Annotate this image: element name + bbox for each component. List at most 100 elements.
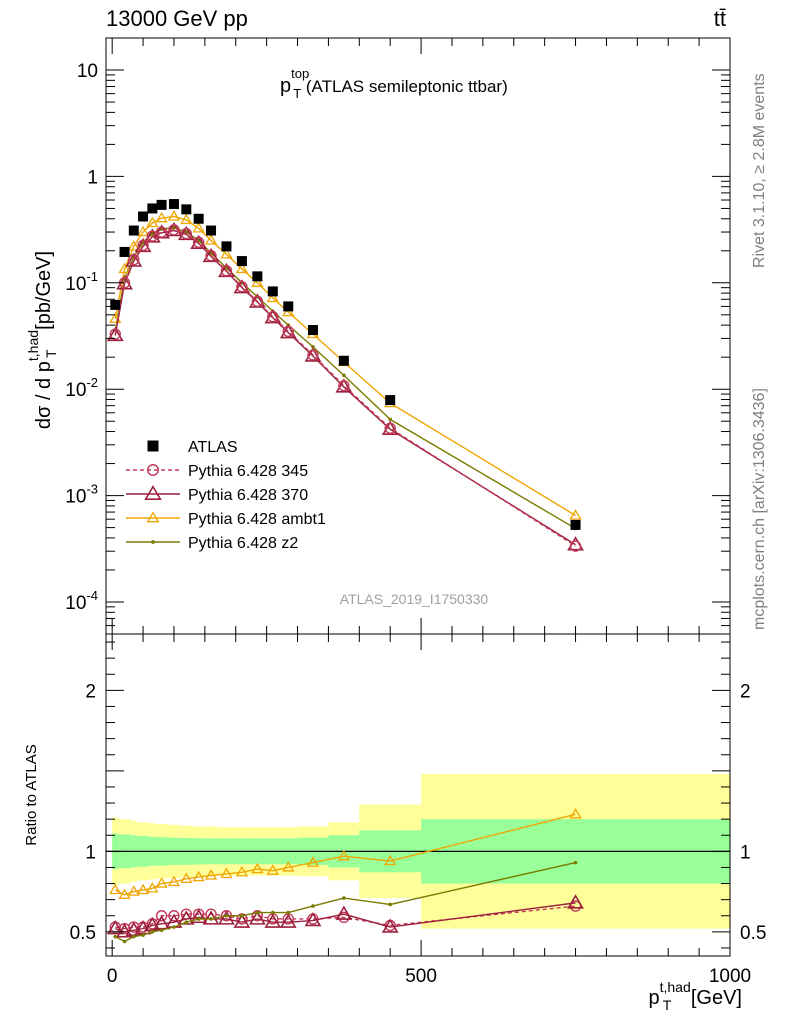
- data-marker-circle: [109, 328, 121, 340]
- legend-entry: ATLAS: [147, 439, 238, 456]
- data-marker-small-triangle: [266, 864, 279, 875]
- process-label: tt̄: [714, 6, 726, 31]
- data-marker-triangle: [116, 923, 133, 938]
- data-marker-circle: [146, 230, 159, 242]
- data-marker-triangle: [279, 324, 297, 339]
- series-pythia-6-428-z2: [113, 225, 578, 531]
- data-marker-square: [168, 199, 179, 210]
- main-y-axis-label: dσ / d pt,had T [pb/GeV]: [25, 251, 59, 429]
- legend-label: Pythia 6.428 ambt1: [188, 511, 326, 528]
- data-marker-small-triangle: [109, 883, 122, 895]
- data-marker-triangle: [567, 894, 584, 909]
- data-marker-dot: [573, 860, 578, 865]
- data-marker-dot: [132, 934, 136, 939]
- data-marker-circle: [569, 540, 582, 552]
- data-marker-small-triangle: [155, 211, 168, 223]
- data-marker-triangle: [177, 225, 195, 241]
- data-marker-dot: [151, 540, 155, 544]
- data-marker-circle: [220, 264, 233, 277]
- data-marker-dot: [196, 917, 201, 921]
- data-marker-dot: [159, 928, 164, 933]
- data-marker-small-triangle: [167, 875, 181, 887]
- x-axis-label: pt,had T [GeV]: [648, 979, 742, 1013]
- data-marker-square: [110, 299, 121, 310]
- legend-entry: Pythia 6.428 345: [126, 463, 308, 480]
- data-marker-dot: [172, 225, 176, 230]
- ratio-y-tick-label-right: 1: [740, 842, 751, 863]
- x-tick-label: 1000: [709, 966, 751, 987]
- data-marker-square: [307, 325, 318, 336]
- ratio-y-tick-label: 0.5: [70, 923, 96, 944]
- x-tick-label: 500: [405, 966, 437, 987]
- data-marker-dot: [224, 913, 229, 918]
- data-marker-triangle: [144, 485, 162, 500]
- ratio-line: [115, 905, 576, 930]
- data-marker-small-triangle: [251, 862, 264, 874]
- y-tick-label: 1: [87, 167, 98, 188]
- main-panel: 10-4 10-3 10-2 10-1 1 10 ptop T (ATLAS semilep…: [25, 37, 731, 635]
- data-marker-dot: [122, 939, 127, 944]
- ratio-y-tick-label: 1: [85, 842, 96, 863]
- data-marker-triangle: [264, 309, 282, 324]
- data-marker-circle: [307, 349, 319, 361]
- data-marker-small-triangle: [155, 877, 168, 888]
- data-marker-small-triangle: [146, 511, 160, 523]
- data-marker-triangle: [190, 908, 208, 924]
- data-marker-square: [147, 440, 159, 452]
- data-marker-triangle: [279, 913, 297, 928]
- series-pythia-6-428-345: [109, 224, 582, 552]
- data-marker-circle: [569, 900, 582, 912]
- data-marker-small-triangle: [569, 509, 582, 520]
- data-marker-triangle: [335, 378, 353, 393]
- data-marker-small-triangle: [167, 210, 181, 221]
- data-marker-square: [119, 246, 130, 257]
- x-tick-label: 0: [107, 966, 118, 987]
- data-marker-circle: [236, 280, 248, 293]
- data-marker-triangle: [233, 279, 251, 294]
- data-marker-square: [338, 355, 349, 366]
- main-ticks: 10-4 10-3 10-2 10-1 1 10: [65, 37, 731, 635]
- ratio-y-tick-label: 2: [85, 681, 96, 702]
- data-marker-triangle: [304, 347, 322, 362]
- data-marker-triangle: [381, 420, 399, 435]
- legend-label: Pythia 6.428 z2: [188, 535, 298, 552]
- data-marker-dot: [311, 904, 315, 908]
- data-marker-small-triangle: [569, 808, 582, 819]
- legend-entry: Pythia 6.428 z2: [126, 535, 298, 552]
- data-marker-triangle: [233, 913, 251, 928]
- y-tick-label: 10: [77, 61, 98, 82]
- data-marker-triangle: [381, 918, 399, 933]
- data-marker-dot: [286, 910, 291, 915]
- data-marker-circle: [168, 910, 180, 922]
- ratio-frame: [105, 633, 731, 957]
- data-marker-circle: [384, 422, 396, 434]
- data-marker-square: [147, 203, 158, 214]
- data-marker-triangle: [248, 910, 266, 925]
- data-marker-small-triangle: [146, 216, 159, 228]
- main-marks: [106, 199, 584, 552]
- data-marker-small-triangle: [235, 865, 249, 877]
- data-marker-triangle: [125, 252, 143, 267]
- data-marker-triangle: [335, 905, 353, 920]
- ratio-marks: [106, 808, 584, 944]
- data-marker-small-triangle: [136, 225, 150, 237]
- ratio-panel: 0 500 1000 0.5 0.5 1 1 2 2 Ratio to ATLAS pt,had…: [23, 633, 766, 1013]
- data-marker-small-triangle: [306, 856, 320, 867]
- data-marker-small-triangle: [146, 882, 159, 893]
- y-tick-label: 10-1: [65, 269, 98, 295]
- data-marker-small-triangle: [282, 861, 295, 872]
- data-marker-triangle: [106, 326, 124, 342]
- data-marker-square: [236, 256, 247, 267]
- data-marker-square: [283, 301, 294, 312]
- data-marker-small-triangle: [180, 213, 193, 225]
- data-marker-small-triangle: [127, 885, 140, 896]
- ratio-bands: [106, 774, 730, 929]
- data-marker-circle: [267, 311, 279, 323]
- data-marker-small-triangle: [220, 248, 233, 259]
- data-marker-small-triangle: [118, 888, 131, 899]
- ratio-series-pythia-6-428-ambt1: [109, 808, 582, 899]
- y-tick-label: 10-4: [65, 588, 98, 614]
- data-marker-dot: [388, 417, 392, 422]
- y-tick-label: 10-3: [65, 482, 98, 508]
